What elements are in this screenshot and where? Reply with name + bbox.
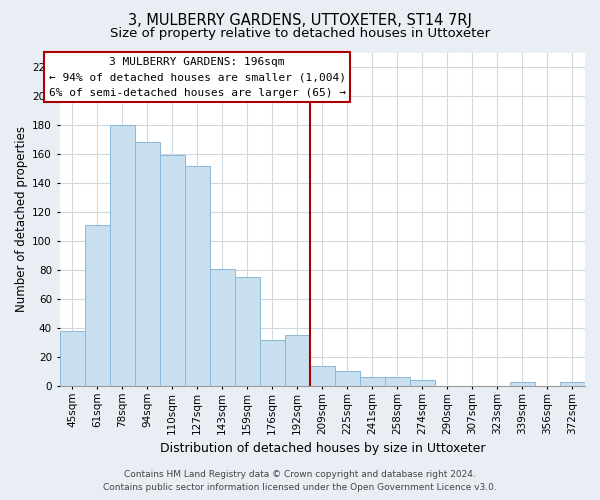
Bar [134, 142, 160, 386]
Bar [560, 382, 585, 386]
Text: Contains HM Land Registry data © Crown copyright and database right 2024.
Contai: Contains HM Land Registry data © Crown c… [103, 470, 497, 492]
Bar [510, 382, 535, 386]
Bar [310, 366, 335, 386]
Bar [360, 378, 385, 386]
Text: 3, MULBERRY GARDENS, UTTOXETER, ST14 7RJ: 3, MULBERRY GARDENS, UTTOXETER, ST14 7RJ [128, 12, 472, 28]
Text: 3 MULBERRY GARDENS: 196sqm
← 94% of detached houses are smaller (1,004)
6% of se: 3 MULBERRY GARDENS: 196sqm ← 94% of deta… [49, 56, 346, 98]
Bar [160, 156, 185, 386]
Bar [260, 340, 285, 386]
Bar [235, 277, 260, 386]
Bar [110, 125, 134, 386]
Bar [285, 335, 310, 386]
Bar [410, 380, 435, 386]
Bar [209, 268, 235, 386]
Bar [185, 166, 209, 386]
Bar [85, 225, 110, 386]
Bar [335, 372, 360, 386]
Bar [385, 378, 410, 386]
X-axis label: Distribution of detached houses by size in Uttoxeter: Distribution of detached houses by size … [160, 442, 485, 455]
Text: Size of property relative to detached houses in Uttoxeter: Size of property relative to detached ho… [110, 28, 490, 40]
Y-axis label: Number of detached properties: Number of detached properties [15, 126, 28, 312]
Bar [59, 331, 85, 386]
